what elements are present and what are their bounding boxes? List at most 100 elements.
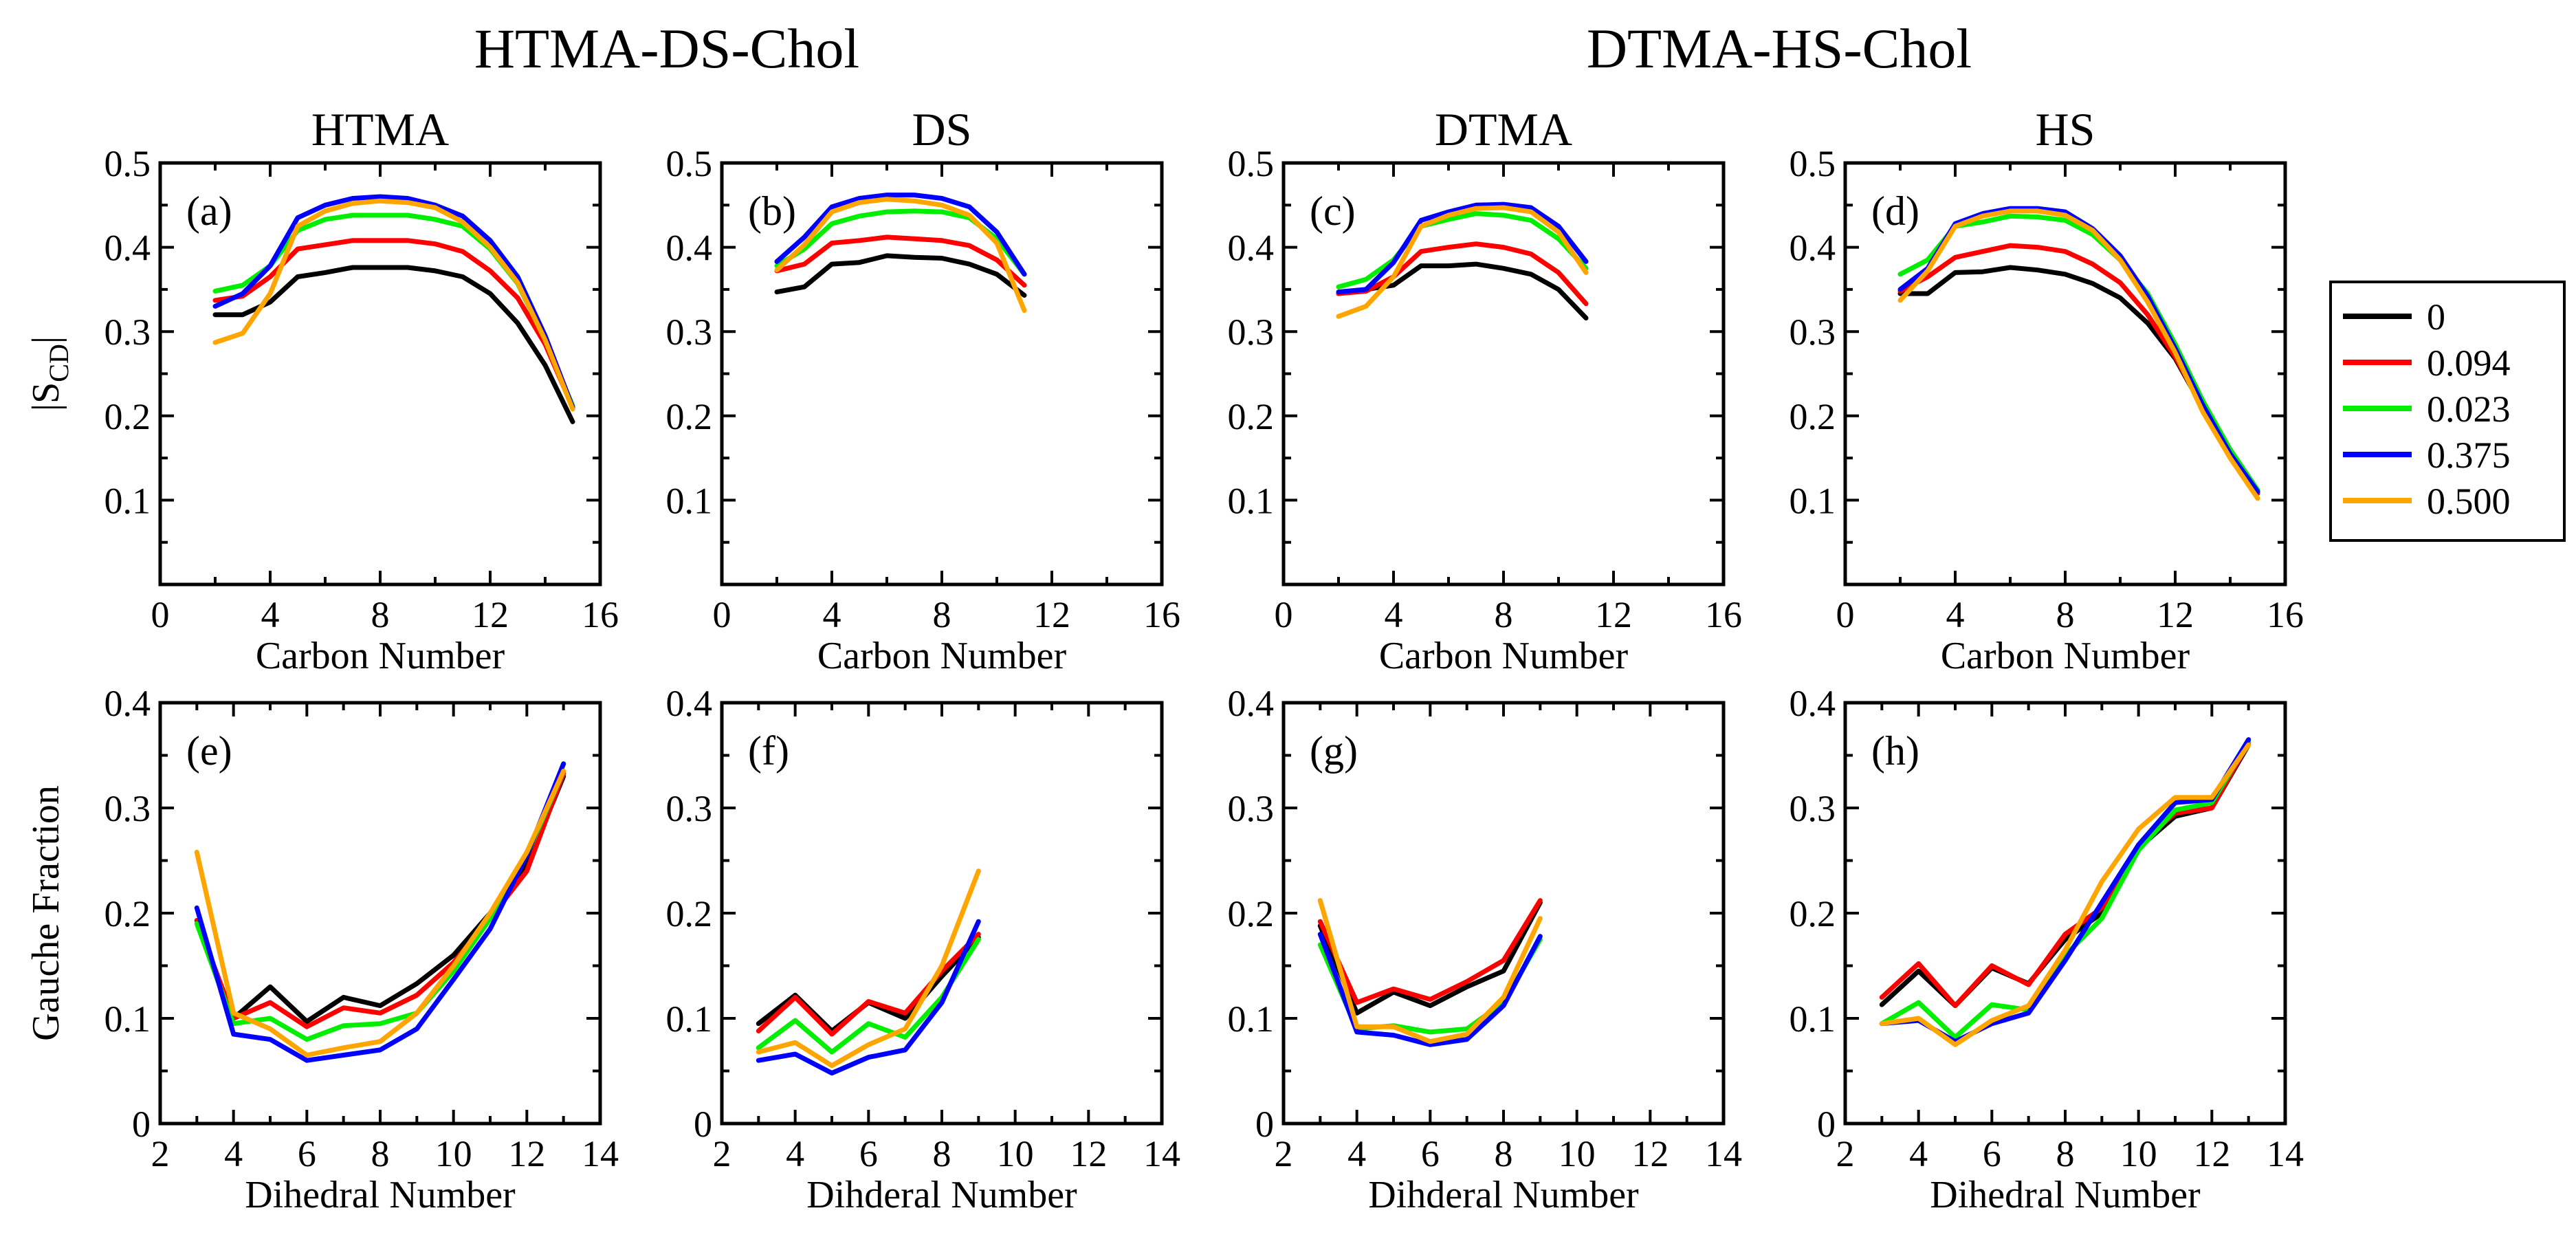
x-tick-label: 2 xyxy=(1275,1133,1293,1174)
x-tick-label: 12 xyxy=(1595,594,1632,635)
group-title-htma-ds-chol: HTMA-DS-Chol xyxy=(474,17,859,80)
x-axis-label: Dihderal Number xyxy=(1368,1174,1639,1216)
x-tick-label: 8 xyxy=(371,594,390,635)
x-tick-label: 14 xyxy=(2267,1133,2304,1174)
y-tick-label: 0.4 xyxy=(666,683,713,724)
series-line-0.500 xyxy=(1897,208,2260,501)
x-tick-label: 10 xyxy=(997,1133,1034,1174)
y-tick-label: 0.1 xyxy=(1228,998,1275,1040)
x-tick-label: 8 xyxy=(1495,1133,1513,1174)
panel-label: (f) xyxy=(748,728,789,774)
panel-title: HS xyxy=(2036,103,2095,155)
panel-e: 2 4 6 8 10 12 14 0 0.1 0.2 0.3 0.4 (e) Dihedral Numbe… xyxy=(25,683,619,1216)
panel-h: 2 4 6 8 10 12 14 0 0.1 0.2 0.3 0.4 (h) Dihedral Numbe… xyxy=(1790,683,2304,1216)
x-axis-label: Carbon Number xyxy=(817,635,1067,677)
panel-label: (g) xyxy=(1310,728,1358,774)
x-tick-label: 0 xyxy=(151,594,170,635)
x-tick-label: 14 xyxy=(582,1133,619,1174)
panel-label: (d) xyxy=(1871,188,1919,234)
x-axis-label: Carbon Number xyxy=(1941,635,2190,677)
x-tick-label: 10 xyxy=(2120,1133,2157,1174)
panel-title: DS xyxy=(912,103,972,155)
panel-label: (b) xyxy=(748,188,796,234)
y-tick-label: 0.2 xyxy=(666,893,713,934)
y-tick-label: 0.1 xyxy=(104,480,151,521)
y-tick-label: 0.4 xyxy=(1228,228,1275,269)
y-tick-label: 0.5 xyxy=(666,143,713,184)
x-tick-label: 6 xyxy=(1983,1133,2001,1174)
x-tick-label: 4 xyxy=(786,1133,804,1174)
x-tick-label: 8 xyxy=(371,1133,390,1174)
y-tick-label: 0.5 xyxy=(104,143,151,184)
x-tick-label: 16 xyxy=(582,594,619,635)
panel-title: HTMA xyxy=(311,103,449,155)
x-tick-label: 10 xyxy=(1559,1133,1596,1174)
y-tick-label: 0.2 xyxy=(104,893,151,934)
x-tick-label: 16 xyxy=(2267,594,2304,635)
legend-label-0.375: 0.375 xyxy=(2427,435,2511,476)
series-line-0.375 xyxy=(212,194,575,410)
series-line-0 xyxy=(774,253,1027,298)
y-tick-label: 0.1 xyxy=(1228,480,1275,521)
x-tick-label: 2 xyxy=(713,1133,731,1174)
series-line-0.094 xyxy=(1317,898,1543,1005)
panel-d: 0 4 8 12 16 0.1 0.2 0.3 0.4 0.5 (d) HS Carbon Number xyxy=(1790,103,2304,677)
y-tick-label: 0.3 xyxy=(1228,788,1275,829)
y-tick-label: 0.2 xyxy=(1228,893,1275,934)
x-axis-label: Carbon Number xyxy=(256,635,505,677)
x-tick-label: 12 xyxy=(2193,1133,2230,1174)
x-tick-label: 12 xyxy=(1631,1133,1669,1174)
series-line-0.094 xyxy=(756,932,981,1037)
x-tick-label: 0 xyxy=(1275,594,1293,635)
panel-label: (a) xyxy=(186,188,232,234)
x-tick-label: 12 xyxy=(1070,1133,1107,1174)
series-line-0.375 xyxy=(194,761,566,1063)
x-tick-label: 4 xyxy=(1946,594,1965,635)
x-axis-label: Dihedral Number xyxy=(245,1174,516,1216)
panel-title: DTMA xyxy=(1435,103,1572,155)
x-tick-label: 4 xyxy=(1909,1133,1928,1174)
x-tick-label: 4 xyxy=(1385,594,1403,635)
legend-label-0.500: 0.500 xyxy=(2427,481,2511,522)
legend-label-0: 0 xyxy=(2427,296,2445,338)
y-tick-label: 0.1 xyxy=(104,998,151,1040)
x-axis-label: Dihedral Number xyxy=(1930,1174,2201,1216)
group-title-dtma-hs-chol: DTMA-HS-Chol xyxy=(1587,17,1972,80)
x-tick-label: 2 xyxy=(151,1133,170,1174)
x-tick-label: 14 xyxy=(1143,1133,1180,1174)
x-tick-label: 4 xyxy=(261,594,280,635)
series-line-0.500 xyxy=(212,198,575,412)
x-axis-label: Carbon Number xyxy=(1379,635,1629,677)
series-line-0.500 xyxy=(756,868,981,1069)
legend-label-0.023: 0.023 xyxy=(2427,388,2511,430)
panel-b: 0 4 8 12 16 0.1 0.2 0.3 0.4 0.5 (b) DS Carbon Number xyxy=(666,103,1181,677)
x-tick-label: 2 xyxy=(1836,1133,1855,1174)
x-tick-label: 16 xyxy=(1143,594,1180,635)
x-tick-label: 8 xyxy=(2056,1133,2075,1174)
y-tick-label: 0.1 xyxy=(666,480,713,521)
series-line-0.375 xyxy=(1336,201,1589,295)
panel-c: 0 4 8 12 16 0.1 0.2 0.3 0.4 0.5 (c) DTMA Carbon Numb… xyxy=(1228,103,1743,677)
x-tick-label: 8 xyxy=(933,594,951,635)
y-tick-label: 0.4 xyxy=(104,228,151,269)
x-tick-label: 4 xyxy=(1347,1133,1366,1174)
y-tick-label: 0.3 xyxy=(1228,311,1275,353)
y-tick-label: 0 xyxy=(694,1104,712,1145)
x-tick-label: 14 xyxy=(1705,1133,1742,1174)
legend-label-0.094: 0.094 xyxy=(2427,342,2511,384)
series-line-0.023 xyxy=(1879,739,2252,1040)
series-line-0.375 xyxy=(774,193,1027,277)
y-tick-label: 0.2 xyxy=(666,396,713,437)
y-tick-label: 0.3 xyxy=(104,788,151,829)
series-line-0.094 xyxy=(1879,740,2252,1009)
x-tick-label: 0 xyxy=(713,594,731,635)
x-tick-label: 4 xyxy=(823,594,841,635)
x-tick-label: 12 xyxy=(508,1133,545,1174)
series-line-0.375 xyxy=(756,919,981,1076)
series-line-0.500 xyxy=(1336,205,1589,319)
panel-f: 2 4 6 8 10 12 14 0 0.1 0.2 0.3 0.4 (f) Dihderal Numbe… xyxy=(666,683,1181,1216)
series-line-0.094 xyxy=(774,234,1027,288)
series-line-0.094 xyxy=(212,238,575,410)
